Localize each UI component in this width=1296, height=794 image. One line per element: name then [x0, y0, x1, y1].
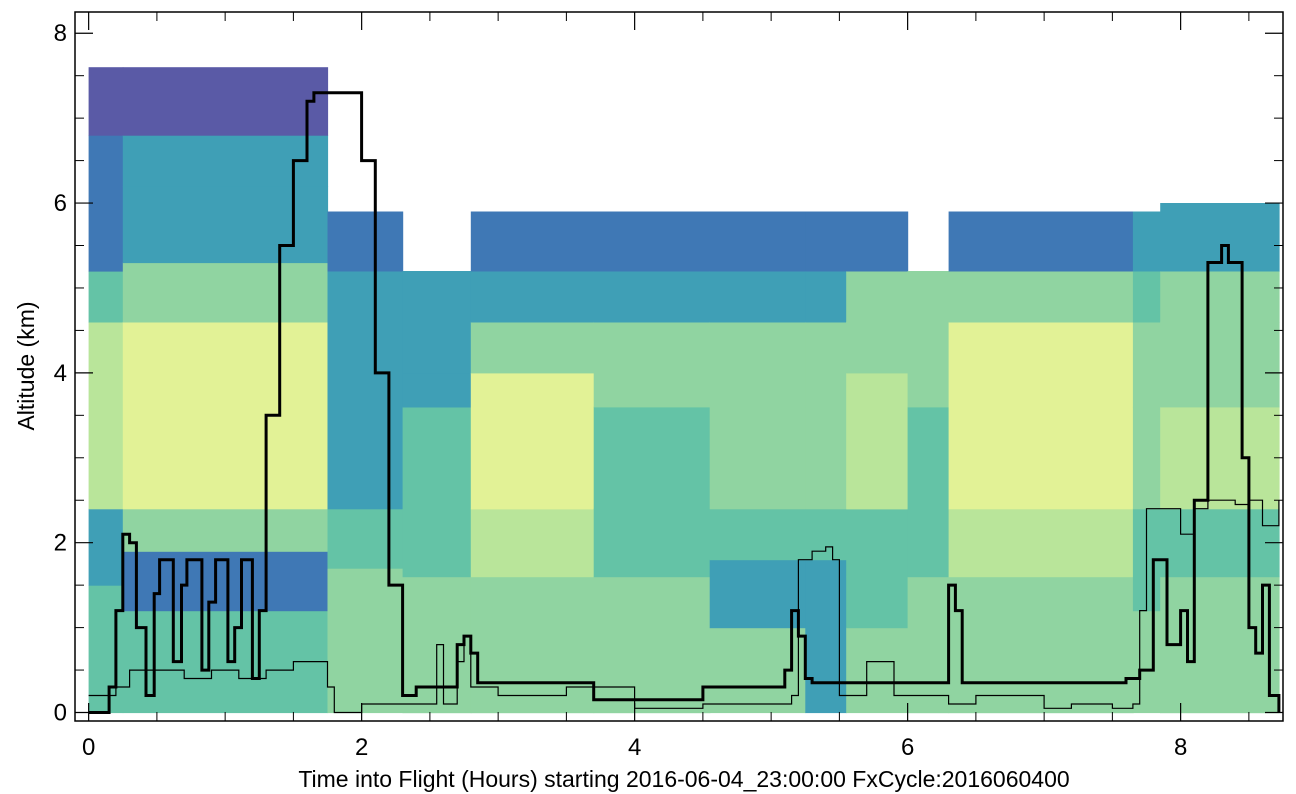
heatmap-cell-5-4: [593, 271, 711, 323]
heatmap-cell-12-5: [1160, 203, 1280, 272]
heatmap-cell-12-3: [1160, 321, 1280, 408]
series-layer: [88, 91, 1281, 714]
heatmap-cell-5-1: [593, 508, 711, 578]
heatmap-cell-4-3: [470, 321, 595, 374]
heatmap-cell-5-5: [593, 211, 711, 272]
heatmap-cell-6-4: [709, 321, 806, 408]
heatmap-cell-3-2: [402, 406, 472, 510]
heatmap-cell-9-2: [907, 406, 950, 510]
heatmap-cell-4-1: [470, 508, 595, 578]
heatmap-cell-11-0: [1132, 610, 1161, 714]
heatmap-cell-7-4: [805, 271, 847, 323]
heatmap-cell-11-4: [1132, 271, 1161, 323]
y-tick-label-6: 6: [54, 190, 67, 217]
heatmap-cell-10-2: [948, 321, 1134, 510]
x-axis-title: Time into Flight (Hours) starting 2016-0…: [298, 766, 1069, 792]
heatmap-cell-8-6: [846, 211, 909, 272]
heatmap-cell-3-4: [402, 321, 472, 374]
x-tick-label-6: 6: [901, 734, 914, 761]
heatmap-cell-12-2: [1160, 406, 1280, 510]
heatmap-cell-0-0: [88, 585, 124, 714]
heatmap-cell-9-4: [907, 271, 950, 323]
heatmap-cell-1-2: [122, 508, 329, 552]
heatmap-cell-12-1: [1160, 508, 1280, 578]
plot-frame: [74, 11, 1284, 722]
series-line-thick: [88, 91, 1281, 714]
y-tick-label-8: 8: [54, 20, 67, 47]
x-tick-label-4: 4: [628, 734, 641, 761]
heatmap-cell-5-2: [593, 406, 711, 510]
heatmap-cell-10-4: [948, 211, 1134, 272]
heatmap-cell-3-1: [402, 508, 472, 578]
y-axis-title: Altitude (km): [13, 301, 39, 430]
heatmap-cell-11-3: [1132, 321, 1161, 408]
x-tick-label-8: 8: [1174, 734, 1187, 761]
heatmap-cell-6-5: [709, 271, 806, 323]
heatmap-cell-6-3: [709, 406, 806, 510]
x-tick-label-2: 2: [355, 734, 368, 761]
heatmap-cell-6-6: [709, 211, 806, 272]
heatmap-cell-2-0: [327, 568, 404, 714]
heatmap-cell-3-5: [402, 271, 472, 323]
heatmap-cell-11-5: [1132, 211, 1161, 272]
heatmap-cell-1-3: [122, 321, 329, 510]
heatmap-cell-1-5: [122, 186, 329, 264]
heatmap-cell-7-5: [805, 211, 847, 272]
heatmap-cell-10-0: [948, 576, 1134, 714]
heatmap-cell-9-1: [907, 508, 950, 578]
heatmap-cell-10-3: [948, 271, 1134, 323]
heatmap-cell-0-1: [88, 508, 124, 586]
heatmap-cell-8-5: [846, 271, 909, 323]
x-tick-label-0: 0: [82, 734, 95, 761]
heatmap-cell-9-3: [907, 321, 950, 408]
y-tick-label-2: 2: [54, 530, 67, 557]
heatmap-cell-2-4: [327, 211, 404, 272]
heatmap-cell-8-4: [846, 321, 909, 374]
axis-ticks: [75, 12, 1283, 721]
heatmap-cell-7-0: [805, 559, 847, 714]
heatmap-cell-10-1: [948, 508, 1134, 578]
heatmap-cell-0-5: [88, 67, 124, 136]
heatmap-cell-5-0: [593, 576, 711, 714]
heatmap-cell-0-3: [88, 271, 124, 323]
heatmap-cell-2-3: [327, 271, 404, 323]
heatmap-cell-8-0: [846, 627, 909, 714]
heatmap-cell-2-1: [327, 508, 404, 569]
heatmap-cell-8-1: [846, 576, 909, 629]
heatmap-cell-3-3: [402, 372, 472, 408]
heatmap-cell-7-3: [805, 321, 847, 408]
series-line-thin: [88, 499, 1280, 714]
heatmap-cell-4-0: [470, 576, 595, 714]
heatmap-cell-6-2: [709, 508, 806, 561]
heatmap-cell-0-2: [88, 321, 124, 510]
heatmap-cell-4-5: [470, 211, 595, 272]
heatmap-cell-4-2: [470, 372, 595, 510]
heatmap-cell-9-0: [907, 576, 950, 714]
heatmap-cell-4-4: [470, 271, 595, 323]
y-tick-label-4: 4: [54, 360, 67, 387]
tick-labels: 0 2 4 6 8 0 2 4 6 8: [54, 20, 1188, 761]
heatmap-cell-8-2: [846, 508, 909, 578]
heatmap-cell-1-7: [122, 67, 329, 136]
heatmap-cell-6-1: [709, 559, 806, 629]
heatmap-cell-2-2: [327, 321, 404, 510]
heatmap-cell-12-4: [1160, 271, 1280, 323]
heatmap-cell-11-2: [1132, 406, 1161, 510]
heatmap-layer: [88, 67, 1280, 714]
heatmap-cell-1-4: [122, 262, 329, 323]
y-tick-label-0: 0: [54, 700, 67, 727]
heatmap-cell-8-3: [846, 372, 909, 510]
heatmap-cell-5-3: [593, 321, 711, 408]
heatmap-cell-7-2: [805, 406, 847, 510]
heatmap-cell-0-4: [88, 135, 124, 272]
